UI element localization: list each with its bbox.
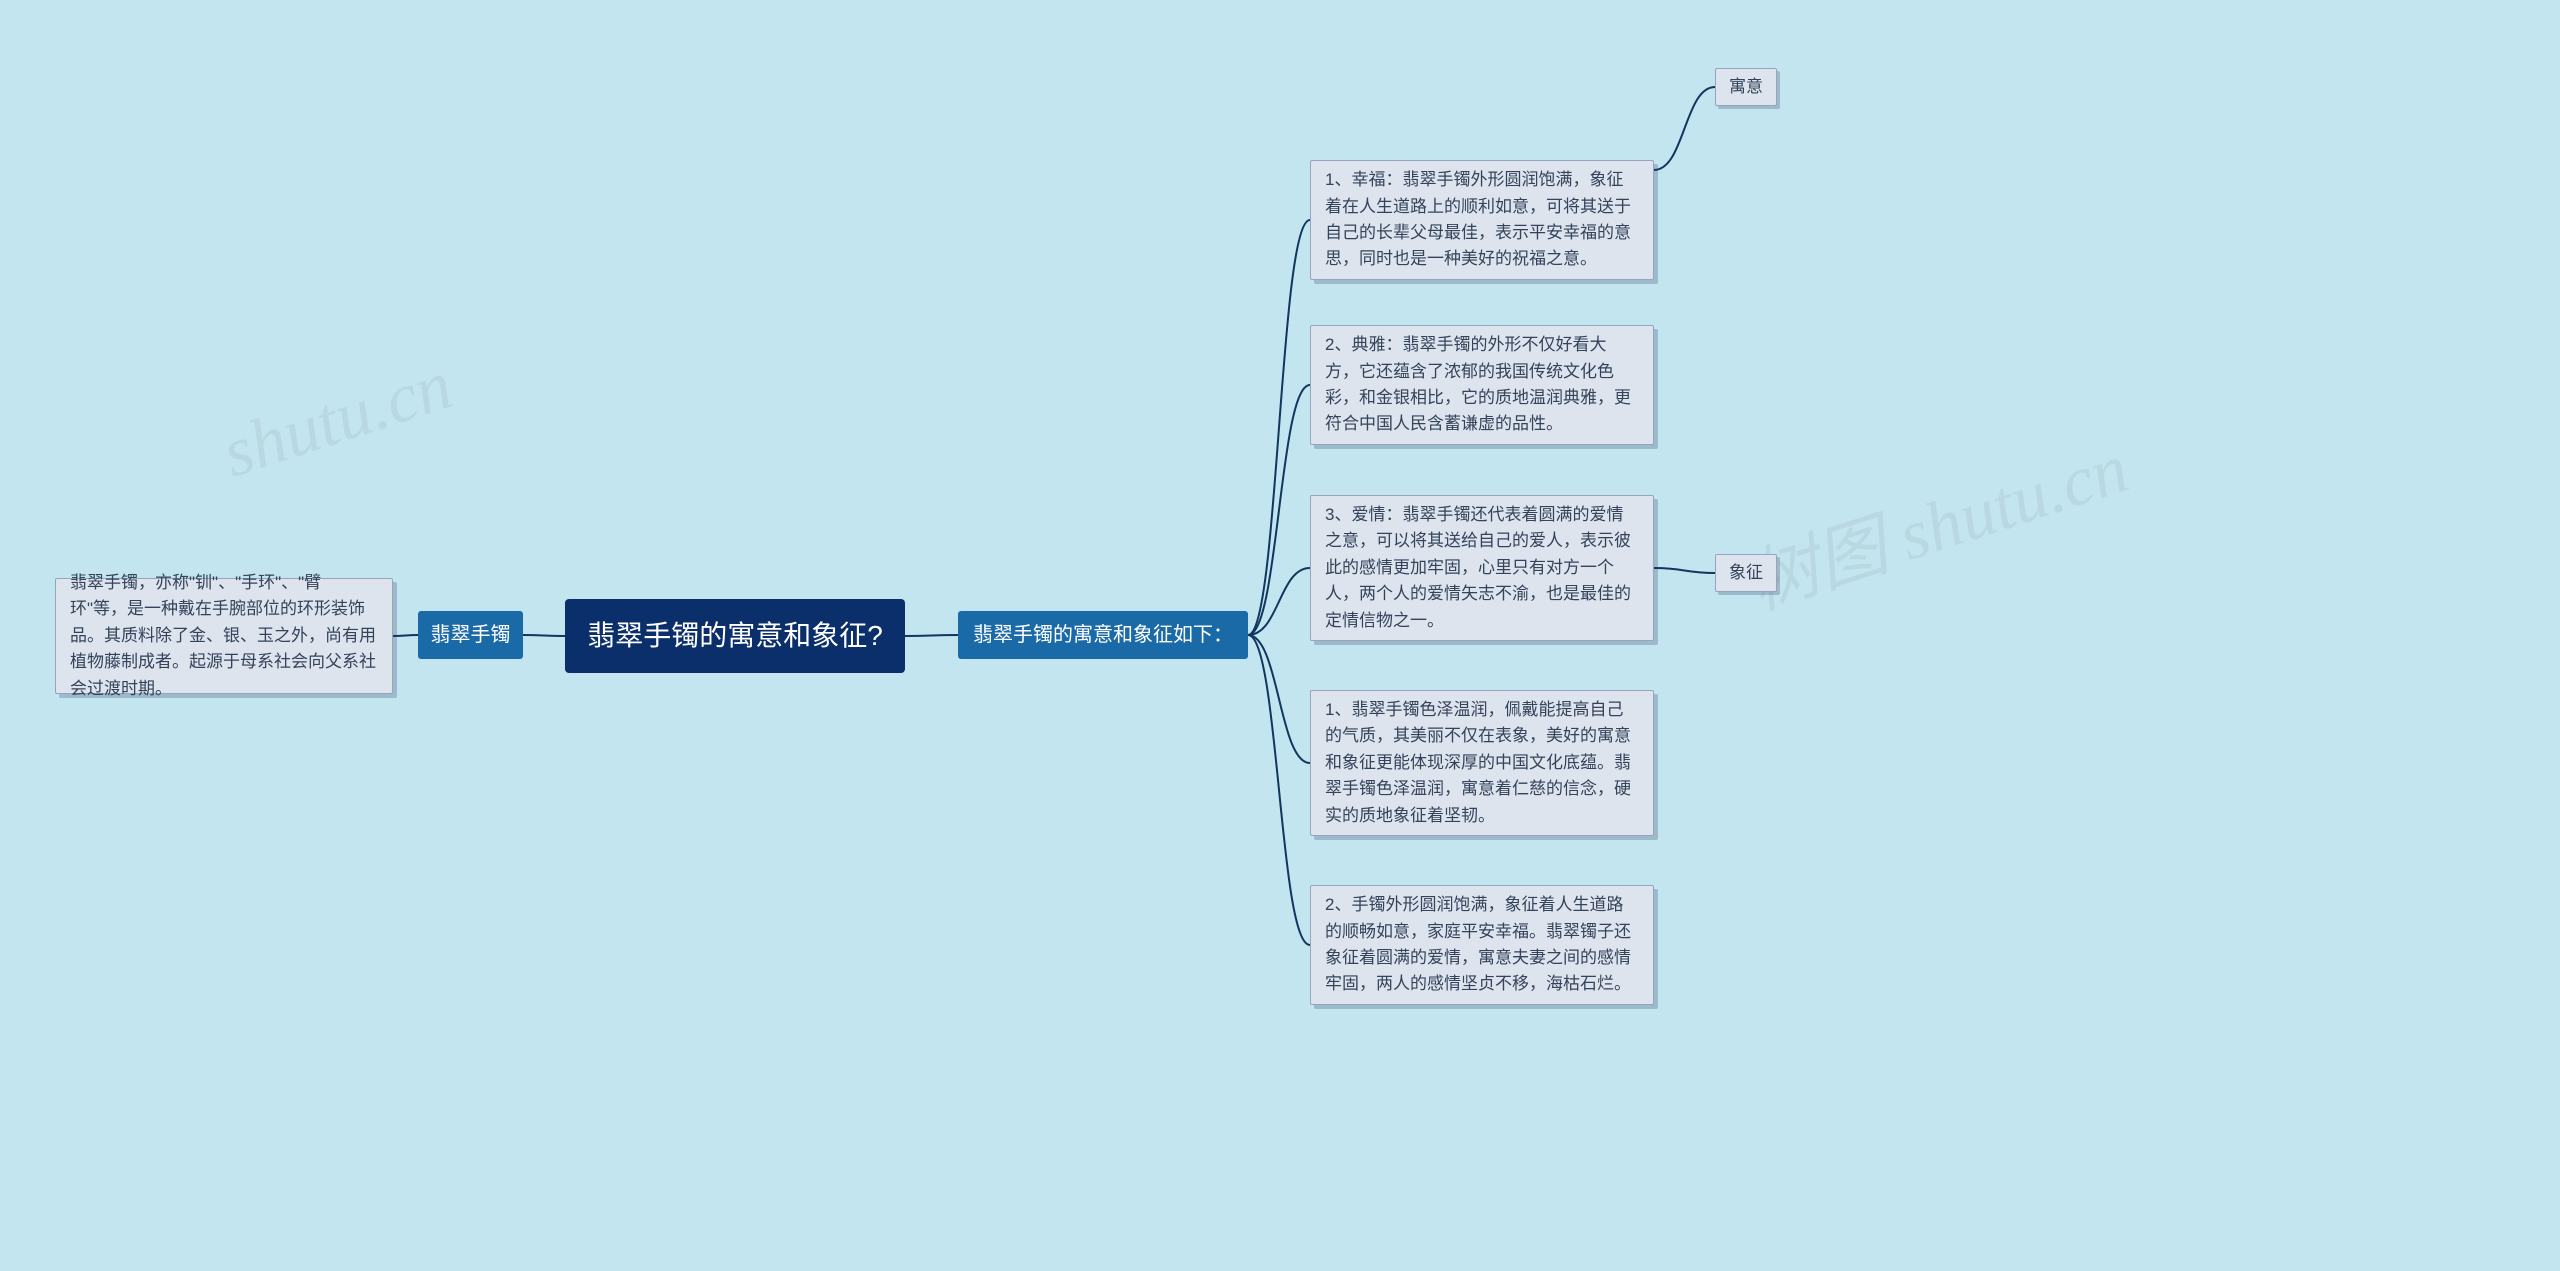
leaf-definition[interactable]: 翡翠手镯，亦称"钏"、"手环"、"臂环"等，是一种戴在手腕部位的环形装饰品。其质… xyxy=(55,578,393,694)
branch-left[interactable]: 翡翠手镯 xyxy=(418,611,523,659)
leaf-meaning-2[interactable]: 2、典雅：翡翠手镯的外形不仅好看大方，它还蕴含了浓郁的我国传统文化色彩，和金银相… xyxy=(1310,325,1654,445)
leaf-symbol-2[interactable]: 2、手镯外形圆润饱满，象征着人生道路的顺畅如意，家庭平安幸福。翡翠镯子还象征着圆… xyxy=(1310,885,1654,1005)
leaf-symbol-1[interactable]: 1、翡翠手镯色泽温润，佩戴能提高自己的气质，其美丽不仅在表象，美好的寓意和象征更… xyxy=(1310,690,1654,836)
watermark: 树图 shutu.cn xyxy=(1734,412,2139,629)
leaf-definition-text: 翡翠手镯，亦称"钏"、"手环"、"臂环"等，是一种戴在手腕部位的环形装饰品。其质… xyxy=(70,570,378,702)
branch-right-label: 翡翠手镯的寓意和象征如下： xyxy=(973,620,1233,651)
leaf-meaning-2-text: 2、典雅：翡翠手镯的外形不仅好看大方，它还蕴含了浓郁的我国传统文化色彩，和金银相… xyxy=(1325,332,1639,437)
leaf-symbol-1-text: 1、翡翠手镯色泽温润，佩戴能提高自己的气质，其美丽不仅在表象，美好的寓意和象征更… xyxy=(1325,697,1639,829)
leaf-meaning-1[interactable]: 1、幸福：翡翠手镯外形圆润饱满，象征着在人生道路上的顺利如意，可将其送于自己的长… xyxy=(1310,160,1654,280)
leaf-meaning-3[interactable]: 3、爱情：翡翠手镯还代表着圆满的爱情之意，可以将其送给自己的爱人，表示彼此的感情… xyxy=(1310,495,1654,641)
branch-left-label: 翡翠手镯 xyxy=(431,620,511,651)
terminal-symbol[interactable]: 象征 xyxy=(1715,554,1777,592)
leaf-symbol-2-text: 2、手镯外形圆润饱满，象征着人生道路的顺畅如意，家庭平安幸福。翡翠镯子还象征着圆… xyxy=(1325,892,1639,997)
root-label: 翡翠手镯的寓意和象征? xyxy=(587,614,883,657)
watermark: shutu.cn xyxy=(213,346,461,495)
branch-right[interactable]: 翡翠手镯的寓意和象征如下： xyxy=(958,611,1248,659)
mindmap-canvas: shutu.cn 树图 shutu.cn 翡翠手镯的寓意和象征? 翡翠手镯 翡翠… xyxy=(0,0,2560,1271)
leaf-meaning-1-text: 1、幸福：翡翠手镯外形圆润饱满，象征着在人生道路上的顺利如意，可将其送于自己的长… xyxy=(1325,167,1639,272)
leaf-meaning-3-text: 3、爱情：翡翠手镯还代表着圆满的爱情之意，可以将其送给自己的爱人，表示彼此的感情… xyxy=(1325,502,1639,634)
terminal-symbol-label: 象征 xyxy=(1729,560,1763,586)
terminal-meaning-label: 寓意 xyxy=(1729,74,1763,100)
terminal-meaning[interactable]: 寓意 xyxy=(1715,68,1777,106)
root-node[interactable]: 翡翠手镯的寓意和象征? xyxy=(565,599,905,673)
